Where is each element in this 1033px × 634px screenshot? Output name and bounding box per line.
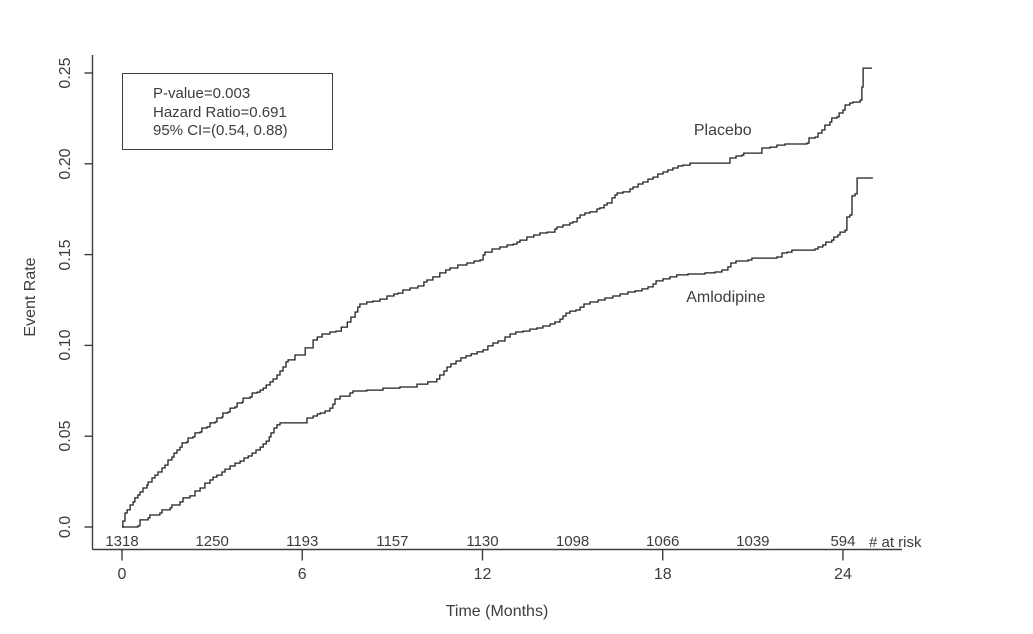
at-risk-value: 1157	[376, 533, 409, 550]
p-value-text: P-value=0.003	[153, 85, 251, 102]
stats-annotation-box: P-value=0.003 Hazard Ratio=0.691 95% CI=…	[122, 73, 333, 150]
at-risk-value: 1318	[105, 533, 139, 550]
x-tick-label: 18	[653, 566, 672, 583]
hazard-ratio-text: Hazard Ratio=0.691	[153, 103, 287, 121]
y-tick-label: 0.15	[57, 239, 74, 271]
y-tick-label: 0.0	[57, 515, 74, 539]
x-tick-label: 6	[297, 566, 307, 583]
placebo-curve-label: Placebo	[693, 122, 752, 140]
at-risk-caption: # at risk	[869, 534, 922, 551]
y-tick-label: 0.25	[57, 57, 74, 89]
placebo-curve	[122, 67, 873, 528]
y-tick-label: 0.10	[57, 329, 74, 361]
at-risk-value: 1039	[736, 533, 770, 550]
at-risk-value: 1066	[646, 533, 680, 550]
at-risk-value: 1193	[286, 533, 319, 550]
amlodipine-curve-label: Amlodipine	[686, 289, 766, 307]
at-risk-value: 594	[830, 533, 856, 550]
at-risk-value: 1130	[466, 533, 499, 550]
x-tick-label: 0	[117, 566, 127, 583]
at-risk-value: 1098	[555, 533, 590, 550]
amlodipine-curve	[122, 177, 873, 528]
y-tick-label: 0.05	[57, 420, 74, 452]
confidence-interval-text: 95% CI=(0.54, 0.88)	[153, 122, 288, 139]
x-tick-label: 24	[834, 566, 852, 583]
at-risk-value: 1250	[195, 533, 229, 550]
y-tick-label: 0.20	[57, 148, 74, 180]
x-tick-label: 12	[473, 566, 492, 583]
y-axis-title: Event Rate	[22, 257, 39, 337]
x-axis-title: Time (Months)	[445, 603, 549, 620]
